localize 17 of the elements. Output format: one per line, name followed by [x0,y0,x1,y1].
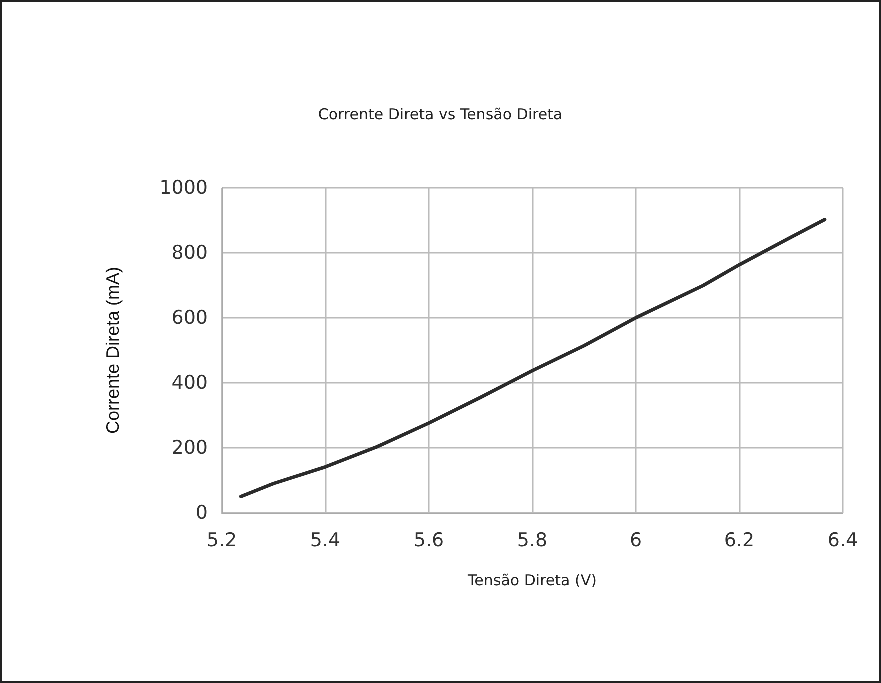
x-tick-label: 6.4 [828,530,858,552]
x-tick-label: 5.2 [206,530,238,552]
x-tick-label: 5.8 [517,530,548,552]
y-tick-label: 600 [172,307,208,329]
x-axis-title: Tensão Direta (V) [467,572,597,590]
x-tick-label: 5.4 [310,530,341,552]
chart-title: Corrente Direta vs Tensão Direta [318,106,563,124]
y-tick-label: 200 [172,437,208,459]
y-tick-label: 400 [172,372,208,394]
x-tick-label: 5.6 [414,530,444,552]
y-tick-label: 800 [172,242,208,264]
y-axis-title: Corrente Direta (mA) [103,266,123,434]
y-tick-label: 1000 [160,177,208,199]
x-tick-label: 6 [630,530,642,552]
x-tick-label: 6.2 [724,530,755,552]
line-series [239,218,827,498]
y-tick-label: 0 [196,502,208,524]
